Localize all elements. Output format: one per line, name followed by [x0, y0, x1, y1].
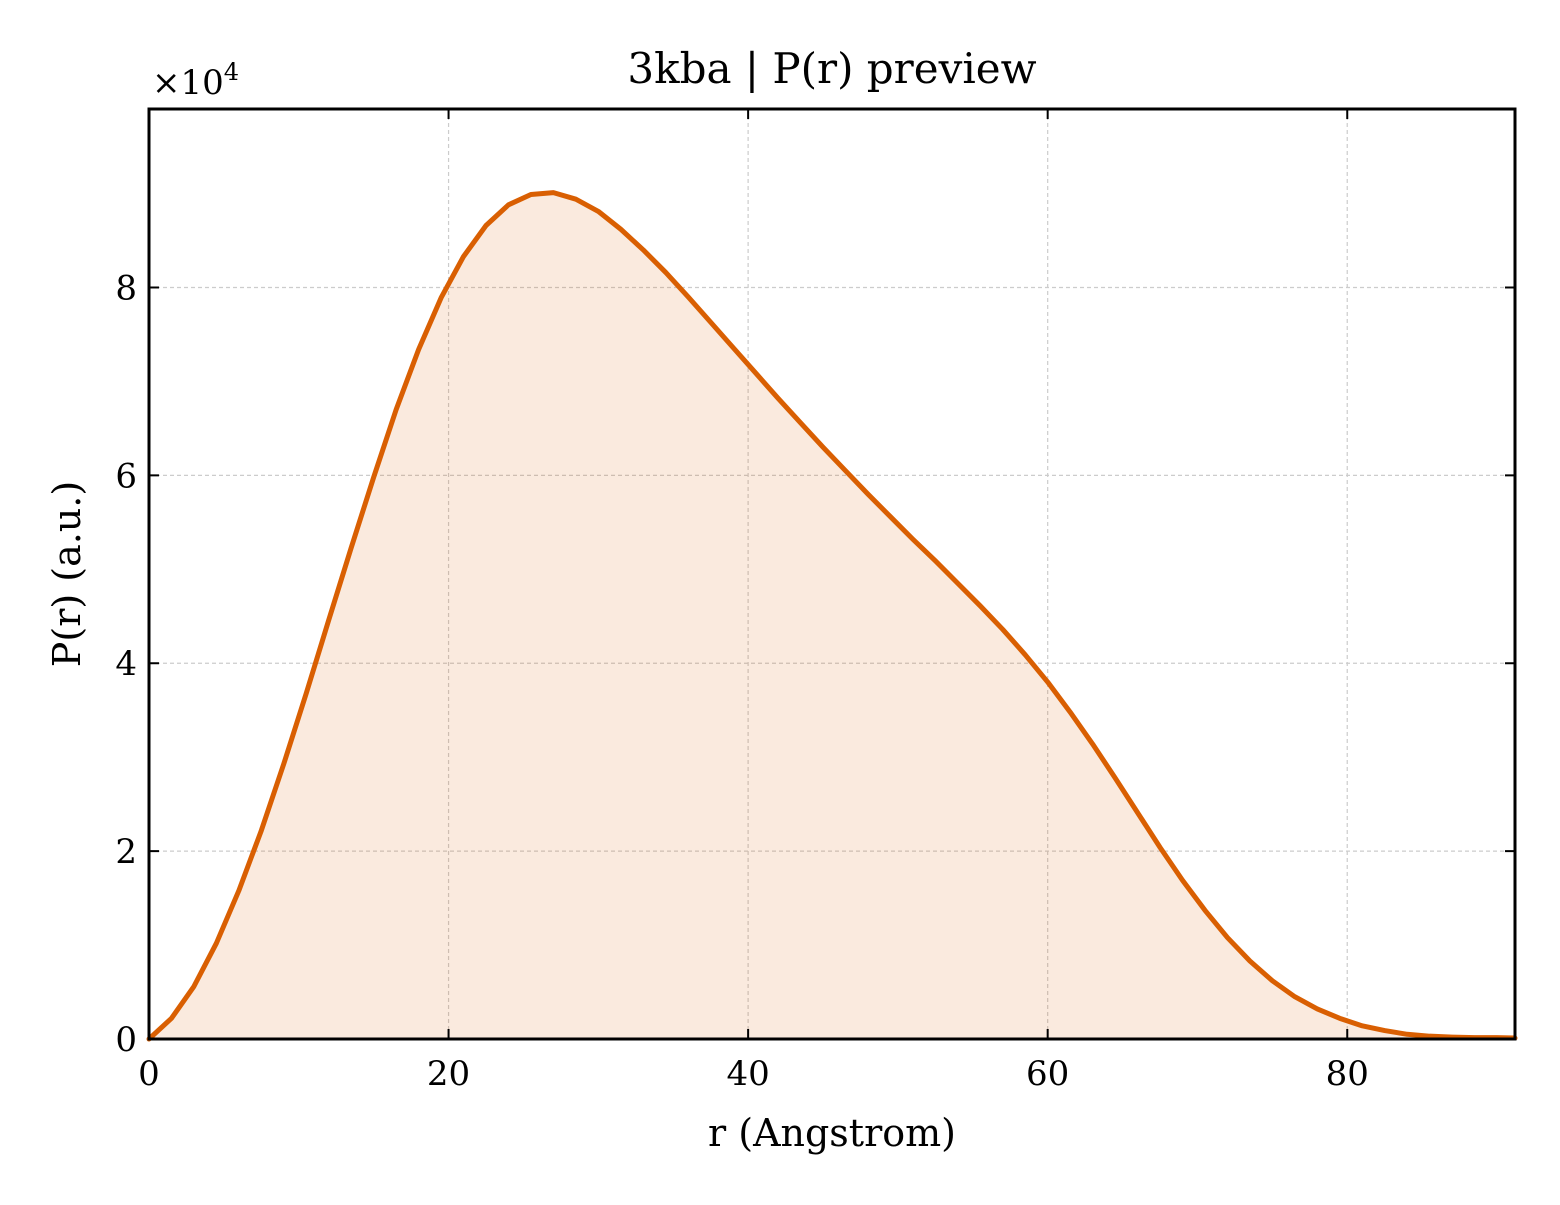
x-tick-label-0: 0 — [138, 1054, 160, 1094]
pr-area-fill — [149, 192, 1515, 1040]
y-tick-label-3: 6 — [115, 456, 137, 496]
x-tick-label-1: 20 — [427, 1054, 470, 1094]
plot-frame — [147, 107, 1517, 1041]
x-tick-label-3: 60 — [1026, 1054, 1069, 1094]
tick-layer: 0 20 40 60 80 0 2 4 6 8 — [115, 109, 1515, 1094]
chart-title: 3kba | P(r) preview — [627, 44, 1036, 93]
y-offset-exponent: 4 — [224, 58, 239, 86]
y-offset-base: ×10 — [152, 63, 224, 103]
y-tick-label-1: 2 — [115, 832, 137, 872]
pr-series-line — [146, 190, 1518, 1042]
x-axis-label: r (Angstrom) — [708, 1111, 956, 1155]
y-axis-label: P(r) (a.u.) — [45, 481, 89, 667]
y-offset-label: ×104 — [152, 58, 239, 103]
x-tick-label-2: 40 — [726, 1054, 769, 1094]
y-tick-label-2: 4 — [115, 644, 137, 684]
y-tick-label-4: 8 — [115, 268, 137, 308]
x-tick-label-4: 80 — [1326, 1054, 1369, 1094]
y-tick-label-0: 0 — [115, 1020, 137, 1060]
